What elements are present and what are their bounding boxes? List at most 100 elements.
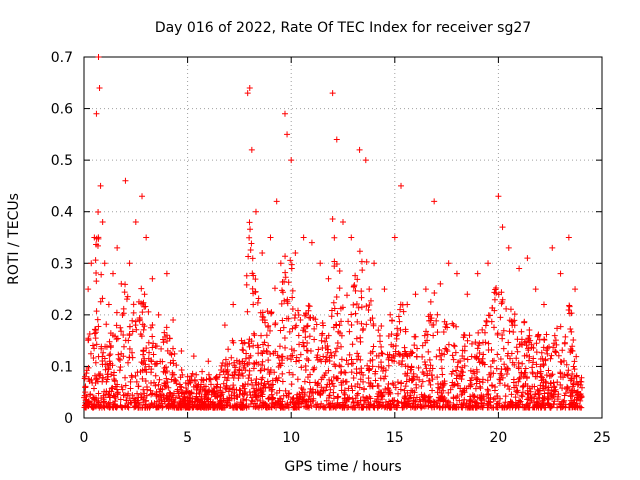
data-point — [325, 332, 332, 339]
data-point — [358, 288, 365, 295]
data-point — [346, 351, 353, 358]
data-point — [567, 326, 574, 333]
data-point — [435, 397, 442, 404]
data-point — [257, 385, 264, 392]
data-point — [511, 361, 518, 368]
data-point — [90, 354, 97, 361]
data-point — [115, 355, 122, 362]
data-point — [182, 397, 189, 404]
data-point — [358, 294, 365, 301]
data-point — [389, 397, 396, 404]
data-point — [103, 321, 110, 328]
data-point — [284, 296, 291, 303]
data-point — [327, 386, 334, 393]
data-point — [493, 290, 500, 297]
data-point — [533, 340, 540, 347]
data-point — [571, 358, 578, 365]
data-point — [122, 374, 129, 381]
data-point — [308, 403, 315, 410]
data-point — [552, 348, 559, 355]
data-point-peak — [126, 260, 133, 267]
data-point — [568, 375, 575, 382]
data-point — [442, 345, 449, 352]
data-point — [402, 383, 409, 390]
data-point — [258, 389, 265, 396]
data-point — [236, 403, 243, 410]
data-point — [405, 401, 412, 408]
data-point — [529, 369, 536, 376]
data-point — [140, 299, 147, 306]
data-point — [141, 303, 148, 310]
data-point — [534, 400, 541, 407]
data-point — [411, 389, 418, 396]
data-point — [475, 355, 482, 362]
data-point — [150, 402, 157, 409]
data-point — [370, 343, 377, 350]
data-point — [279, 317, 286, 324]
data-point — [544, 350, 551, 357]
data-point — [276, 343, 283, 350]
data-point — [353, 370, 360, 377]
data-point — [414, 403, 421, 410]
data-point — [537, 382, 544, 389]
data-point — [248, 397, 255, 404]
data-point — [225, 371, 232, 378]
data-point — [484, 404, 491, 411]
data-point-peak — [170, 317, 177, 324]
data-point — [245, 403, 252, 410]
data-point — [552, 337, 559, 344]
data-point — [216, 387, 223, 394]
data-point — [245, 375, 252, 382]
data-point — [367, 380, 374, 387]
data-point — [367, 297, 374, 304]
data-point — [306, 379, 313, 386]
data-point — [301, 312, 308, 319]
data-point — [161, 329, 168, 336]
data-point-peak — [122, 177, 129, 184]
data-point — [185, 380, 192, 387]
data-point — [111, 393, 118, 400]
data-point-peak — [540, 301, 547, 308]
data-point-peak — [340, 219, 346, 226]
data-point — [548, 352, 555, 359]
y-tick-label: 0.3 — [51, 256, 73, 272]
data-point — [313, 321, 320, 328]
data-point — [333, 375, 340, 382]
data-point — [401, 387, 408, 394]
data-point — [162, 369, 169, 376]
data-point — [330, 299, 337, 306]
data-point — [360, 378, 367, 385]
data-point — [490, 396, 497, 403]
data-point — [528, 397, 535, 404]
data-point — [375, 327, 382, 334]
data-point — [140, 347, 147, 354]
data-point — [517, 341, 524, 348]
data-point — [149, 390, 156, 397]
data-point — [92, 380, 99, 387]
data-point — [185, 404, 192, 411]
data-point — [426, 377, 433, 384]
data-point — [483, 391, 490, 398]
data-point — [93, 278, 100, 285]
data-point — [427, 362, 434, 369]
data-point — [332, 348, 339, 355]
data-point — [93, 398, 100, 405]
data-point — [397, 327, 404, 334]
data-point — [334, 402, 341, 409]
data-point — [309, 386, 316, 393]
data-point — [247, 391, 254, 398]
data-point — [251, 332, 258, 339]
data-point — [543, 331, 550, 338]
data-point-peak — [516, 265, 523, 272]
data-point — [487, 403, 494, 410]
data-point — [570, 337, 577, 344]
data-point — [406, 376, 413, 383]
data-point — [114, 390, 121, 397]
data-point — [286, 390, 293, 397]
data-point — [295, 332, 302, 339]
data-point — [298, 364, 305, 371]
data-point — [306, 303, 313, 310]
data-point — [348, 360, 355, 367]
data-point — [133, 378, 140, 385]
